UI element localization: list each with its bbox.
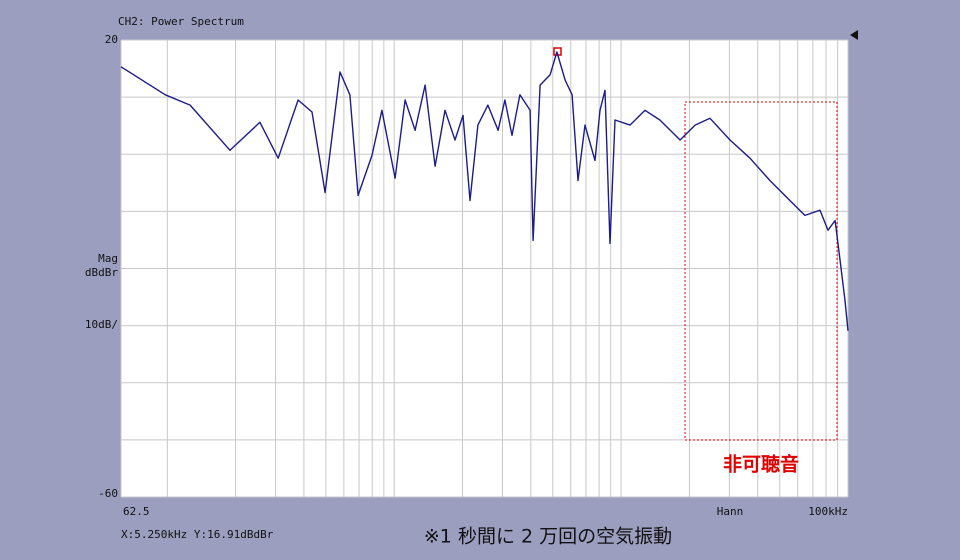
x-tick-label: 100kHz — [808, 505, 848, 518]
caption: ※1 秒間に 2 万回の空気振動 — [424, 526, 672, 548]
x-tick-label: 62.5 — [123, 505, 150, 518]
window-label: Hann — [717, 505, 744, 518]
cursor-readout: X:5.250kHz Y:16.91dBdBr — [121, 528, 274, 541]
chart-title: CH2: Power Spectrum — [118, 15, 244, 28]
y-scale-label: 10dB/ — [85, 318, 118, 331]
y-tick-label: 20 — [105, 33, 118, 46]
spectrum-line — [120, 51, 849, 331]
y-tick-label: -60 — [98, 487, 118, 500]
region-label: 非可聴音 — [723, 453, 799, 476]
y-label: dBdBr — [85, 266, 118, 279]
ref-marker — [850, 30, 858, 40]
region-box — [684, 101, 838, 441]
y-label: Mag — [98, 252, 118, 265]
